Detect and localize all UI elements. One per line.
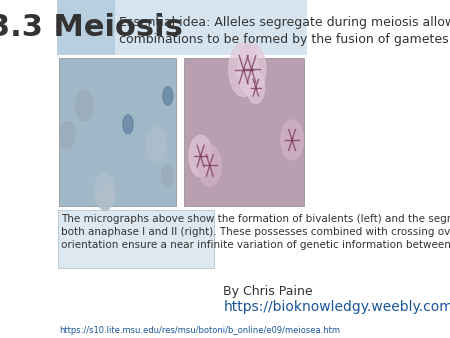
Circle shape: [94, 173, 115, 210]
Circle shape: [229, 43, 259, 96]
Circle shape: [123, 115, 133, 134]
Circle shape: [247, 72, 265, 103]
Circle shape: [237, 43, 266, 95]
Circle shape: [198, 145, 221, 186]
Text: https://s10.lite.msu.edu/res/msu/botoni/b_online/e09/meiosea.htm: https://s10.lite.msu.edu/res/msu/botoni/…: [59, 326, 340, 335]
FancyBboxPatch shape: [57, 0, 306, 55]
Circle shape: [97, 181, 113, 210]
Text: https://bioknowledgy.weebly.com/: https://bioknowledgy.weebly.com/: [223, 300, 450, 314]
Circle shape: [76, 90, 93, 121]
Circle shape: [146, 127, 166, 163]
Circle shape: [60, 121, 75, 148]
FancyBboxPatch shape: [58, 210, 214, 268]
Circle shape: [162, 87, 173, 105]
Circle shape: [189, 135, 212, 177]
Text: By Chris Paine: By Chris Paine: [223, 285, 313, 298]
FancyBboxPatch shape: [57, 0, 115, 55]
FancyBboxPatch shape: [184, 58, 304, 206]
FancyBboxPatch shape: [59, 58, 176, 206]
Text: 3.3 Meiosis: 3.3 Meiosis: [0, 14, 182, 43]
Text: Essential idea: Alleles segregate during meiosis allowing new
combinations to be: Essential idea: Alleles segregate during…: [119, 16, 450, 46]
Circle shape: [281, 120, 303, 160]
Text: The micrographs above show the formation of bivalents (left) and the segregation: The micrographs above show the formation…: [61, 214, 450, 250]
Circle shape: [161, 165, 173, 187]
